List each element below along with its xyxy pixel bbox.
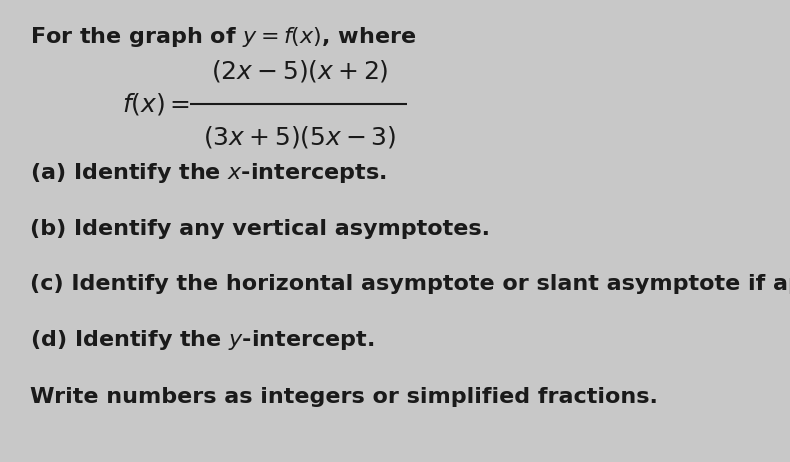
- Text: (b) Identify any vertical asymptotes.: (b) Identify any vertical asymptotes.: [30, 219, 490, 239]
- Text: (c) Identify the horizontal asymptote or slant asymptote if applicable.: (c) Identify the horizontal asymptote or…: [30, 274, 790, 294]
- Text: (d) Identify the $y$-intercept.: (d) Identify the $y$-intercept.: [30, 328, 374, 352]
- Text: $f(x)=$: $f(x)=$: [122, 91, 190, 117]
- Text: $(3x+5)(5x-3)$: $(3x+5)(5x-3)$: [204, 124, 397, 150]
- Text: $(2x-5)(x+2)$: $(2x-5)(x+2)$: [212, 58, 389, 84]
- Text: Write numbers as integers or simplified fractions.: Write numbers as integers or simplified …: [30, 387, 658, 407]
- Text: (a) Identify the $x$-intercepts.: (a) Identify the $x$-intercepts.: [30, 161, 386, 185]
- Text: For the graph of $y=f(x)$, where: For the graph of $y=f(x)$, where: [30, 25, 416, 49]
